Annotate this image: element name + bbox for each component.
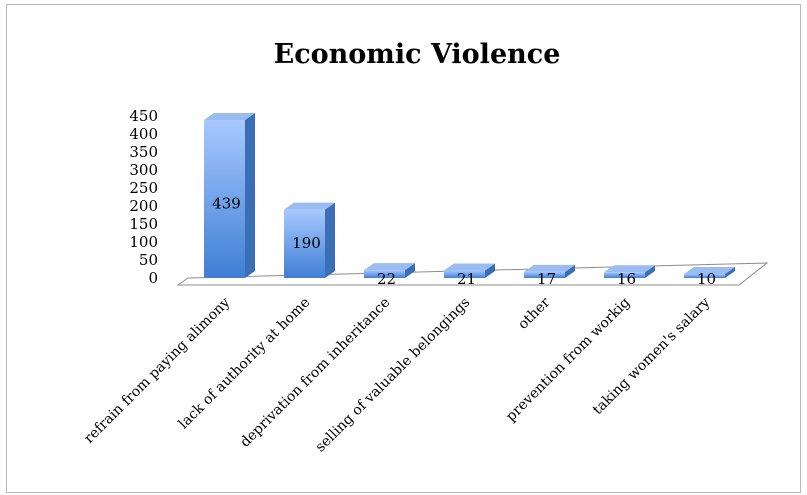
bar-front <box>444 270 485 278</box>
data-label: 21 <box>457 270 476 288</box>
bar-top <box>444 263 495 271</box>
category-label: refrain from paying alimony <box>81 294 233 446</box>
y-tick-label: 50 <box>139 251 158 269</box>
bar-front <box>284 209 325 278</box>
bar-side <box>325 202 335 278</box>
chart-frame: Economic Violence 0 50 100 150 200 250 300 350 4… <box>6 4 801 493</box>
bar-front <box>604 272 645 278</box>
chart-title: Economic Violence <box>274 39 561 70</box>
y-tick-label: 250 <box>129 179 158 197</box>
bar-top <box>364 263 415 271</box>
bar-top <box>204 112 255 120</box>
bar <box>604 265 655 278</box>
bar-top <box>284 202 335 210</box>
category-label: other <box>515 294 553 332</box>
bar <box>684 267 735 278</box>
bar <box>444 263 495 278</box>
bar-top <box>604 265 655 273</box>
bar <box>204 112 255 279</box>
bar-top <box>684 267 735 274</box>
bar-front <box>684 274 725 278</box>
y-tick-label: 450 <box>129 107 158 125</box>
bar-side <box>645 265 655 278</box>
bar-side <box>245 112 255 279</box>
data-label: 22 <box>377 270 396 288</box>
bar-side <box>405 263 415 278</box>
bar-front <box>364 270 405 278</box>
bar-side <box>725 267 735 278</box>
y-tick-label: 100 <box>129 233 158 251</box>
bar-side <box>565 264 575 278</box>
bar <box>524 264 575 278</box>
y-tick-label: 400 <box>129 125 158 143</box>
y-tick-label: 200 <box>129 197 158 215</box>
bar-front <box>204 119 245 279</box>
data-label: 17 <box>537 270 556 288</box>
category-label: lack of authority at home <box>176 295 314 433</box>
data-label: 10 <box>697 270 716 288</box>
bar-side <box>485 263 495 278</box>
data-label: 190 <box>292 234 321 252</box>
bars <box>204 112 735 279</box>
bar <box>284 202 335 278</box>
category-label: selling of valuable belongings <box>313 295 474 456</box>
category-label: deprivation from inheritance <box>237 295 393 451</box>
bar <box>364 263 415 278</box>
bar-chart: Economic Violence 0501001502002503003504… <box>81 39 769 455</box>
y-tick-label: 300 <box>129 161 158 179</box>
y-tick-label: 150 <box>129 215 158 233</box>
bar-front <box>524 271 565 278</box>
data-label: 16 <box>617 270 636 288</box>
bar-top <box>524 264 575 272</box>
data-label: 439 <box>212 194 241 212</box>
y-tick-label: 0 <box>148 269 158 287</box>
y-tick-label: 350 <box>129 143 158 161</box>
data-labels: 439 190 22 21 17 16 10 <box>212 194 716 288</box>
